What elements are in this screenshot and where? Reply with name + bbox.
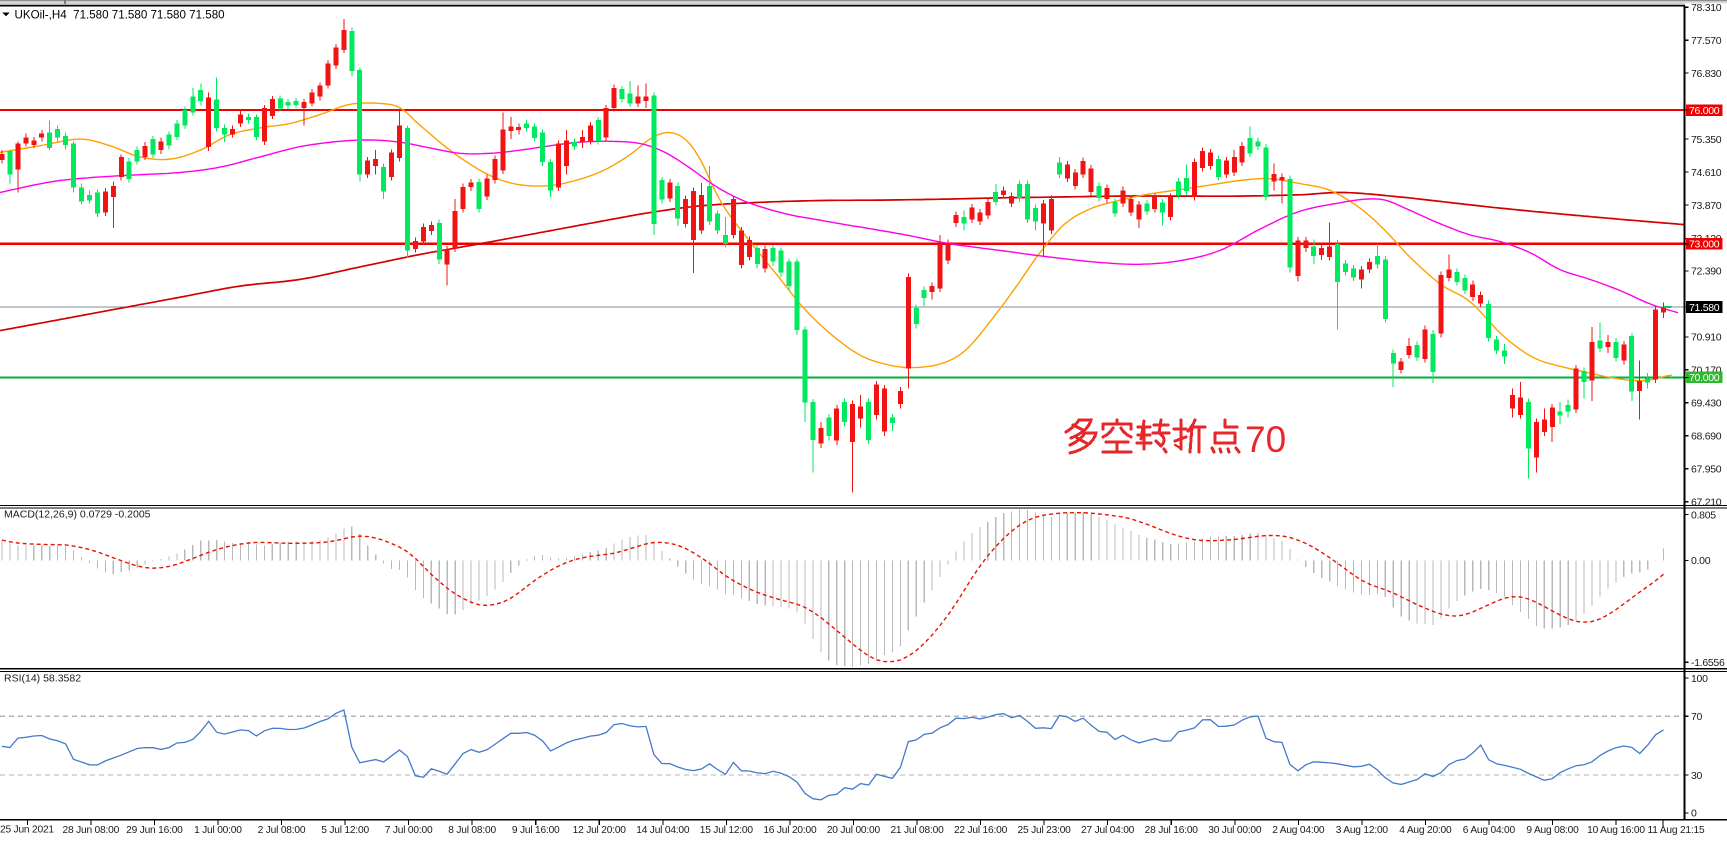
svg-text:70: 70: [1245, 419, 1286, 460]
svg-text:30 Jul 00:00: 30 Jul 00:00: [1208, 825, 1262, 836]
svg-text:70.910: 70.910: [1691, 332, 1722, 344]
svg-text:11 Aug 21:15: 11 Aug 21:15: [1648, 825, 1705, 836]
svg-text:73.870: 73.870: [1691, 200, 1722, 212]
svg-text:20 Jul 00:00: 20 Jul 00:00: [827, 825, 881, 836]
svg-text:21 Jul 08:00: 21 Jul 08:00: [890, 825, 944, 836]
svg-text:77.570: 77.570: [1691, 35, 1722, 47]
svg-text:67.950: 67.950: [1691, 464, 1722, 476]
svg-text:25 Jul 23:00: 25 Jul 23:00: [1018, 825, 1072, 836]
svg-text:71.580: 71.580: [1689, 302, 1720, 314]
svg-text:76.000: 76.000: [1689, 105, 1720, 117]
svg-text:8 Jul 08:00: 8 Jul 08:00: [448, 825, 496, 836]
svg-text:2 Aug 04:00: 2 Aug 04:00: [1272, 825, 1325, 836]
svg-text:78.310: 78.310: [1691, 2, 1722, 14]
svg-text:30: 30: [1691, 770, 1703, 782]
svg-text:3 Aug 12:00: 3 Aug 12:00: [1336, 825, 1389, 836]
svg-text:4 Aug 20:00: 4 Aug 20:00: [1399, 825, 1452, 836]
svg-text:UKOil-,H4 71.580 71.580 71.58: UKOil-,H4 71.580 71.580 71.580 71.580: [15, 9, 225, 22]
svg-text:0.805: 0.805: [1691, 509, 1716, 521]
svg-text:22 Jul 16:00: 22 Jul 16:00: [954, 825, 1008, 836]
svg-text:73.000: 73.000: [1689, 239, 1720, 251]
svg-text:75.350: 75.350: [1691, 134, 1722, 146]
svg-text:74.610: 74.610: [1691, 167, 1722, 179]
svg-text:12 Jul 20:00: 12 Jul 20:00: [573, 825, 627, 836]
svg-text:1 Jul 00:00: 1 Jul 00:00: [194, 825, 242, 836]
svg-text:-1.6556: -1.6556: [1691, 657, 1725, 669]
svg-text:28 Jul 16:00: 28 Jul 16:00: [1145, 825, 1199, 836]
svg-text:70.000: 70.000: [1689, 372, 1720, 384]
svg-text:RSI(14) 58.3582: RSI(14) 58.3582: [4, 673, 81, 685]
svg-text:70: 70: [1691, 711, 1703, 723]
svg-text:69.430: 69.430: [1691, 398, 1722, 410]
svg-text:28 Jun 08:00: 28 Jun 08:00: [63, 825, 120, 836]
svg-text:27 Jul 04:00: 27 Jul 04:00: [1081, 825, 1135, 836]
svg-text:15 Jul 12:00: 15 Jul 12:00: [700, 825, 754, 836]
svg-text:72.390: 72.390: [1691, 266, 1722, 278]
svg-text:100: 100: [1691, 673, 1708, 685]
svg-text:25 Jun 2021: 25 Jun 2021: [0, 825, 54, 836]
svg-text:10 Aug 16:00: 10 Aug 16:00: [1587, 825, 1645, 836]
svg-text:29 Jun 16:00: 29 Jun 16:00: [126, 825, 183, 836]
svg-text:76.830: 76.830: [1691, 68, 1722, 80]
svg-text:7 Jul 00:00: 7 Jul 00:00: [385, 825, 433, 836]
svg-text:5 Jul 12:00: 5 Jul 12:00: [321, 825, 369, 836]
svg-text:68.690: 68.690: [1691, 431, 1722, 443]
svg-text:2 Jul 08:00: 2 Jul 08:00: [258, 825, 306, 836]
svg-text:6 Aug 04:00: 6 Aug 04:00: [1463, 825, 1516, 836]
svg-text:67.210: 67.210: [1691, 497, 1722, 509]
svg-text:0.00: 0.00: [1691, 555, 1711, 567]
svg-text:14 Jul 04:00: 14 Jul 04:00: [636, 825, 690, 836]
svg-text:9 Aug 08:00: 9 Aug 08:00: [1526, 825, 1579, 836]
svg-text:MACD(12,26,9) 0.0729 -0.2005: MACD(12,26,9) 0.0729 -0.2005: [4, 509, 151, 521]
svg-text:0: 0: [1691, 808, 1697, 820]
svg-text:9 Jul 16:00: 9 Jul 16:00: [512, 825, 560, 836]
svg-text:16 Jul 20:00: 16 Jul 20:00: [763, 825, 817, 836]
